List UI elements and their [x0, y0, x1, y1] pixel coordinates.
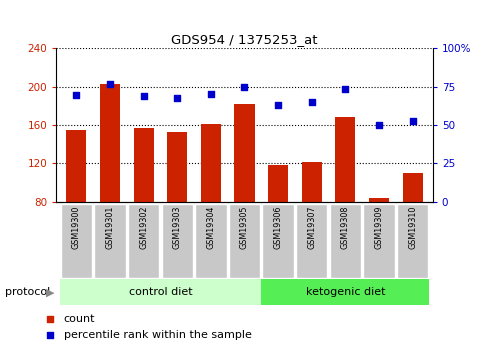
Bar [100, 84, 120, 202]
Bar [301, 161, 321, 202]
FancyBboxPatch shape [61, 204, 92, 278]
Text: GSM19310: GSM19310 [407, 206, 416, 249]
Bar [66, 130, 86, 202]
Text: count: count [64, 314, 95, 324]
Title: GDS954 / 1375253_at: GDS954 / 1375253_at [171, 33, 317, 46]
FancyBboxPatch shape [329, 204, 360, 278]
FancyBboxPatch shape [363, 204, 394, 278]
Text: GSM19307: GSM19307 [306, 206, 316, 249]
FancyBboxPatch shape [161, 204, 193, 278]
Text: GSM19301: GSM19301 [105, 206, 114, 249]
Bar [133, 128, 153, 202]
Bar [402, 173, 422, 202]
Text: GSM19303: GSM19303 [172, 206, 182, 249]
FancyBboxPatch shape [94, 204, 125, 278]
FancyBboxPatch shape [262, 204, 293, 278]
Point [173, 96, 181, 101]
Text: percentile rank within the sample: percentile rank within the sample [64, 330, 251, 339]
FancyBboxPatch shape [396, 204, 427, 278]
Point [274, 102, 282, 108]
FancyBboxPatch shape [128, 204, 159, 278]
FancyBboxPatch shape [60, 279, 261, 305]
Point [374, 122, 382, 128]
Point [140, 93, 147, 99]
FancyBboxPatch shape [295, 204, 327, 278]
Text: GSM19302: GSM19302 [139, 206, 148, 249]
Bar [201, 124, 221, 202]
Point [106, 82, 114, 87]
Bar [335, 117, 355, 202]
FancyBboxPatch shape [195, 204, 226, 278]
FancyBboxPatch shape [228, 204, 260, 278]
Text: protocol: protocol [5, 287, 50, 297]
Bar [267, 165, 287, 202]
Text: control diet: control diet [128, 287, 192, 297]
Point [341, 86, 348, 92]
Point [72, 92, 80, 98]
Text: GSM19309: GSM19309 [374, 206, 383, 249]
FancyBboxPatch shape [261, 279, 428, 305]
Text: GSM19304: GSM19304 [206, 206, 215, 249]
Point [408, 118, 416, 124]
Bar [368, 198, 388, 202]
Text: GSM19300: GSM19300 [72, 206, 81, 249]
Point [240, 85, 248, 90]
Text: ▶: ▶ [45, 287, 54, 297]
Text: GSM19305: GSM19305 [240, 206, 248, 249]
Point [307, 99, 315, 105]
Point [206, 91, 214, 96]
Point [270, 259, 278, 264]
Text: GSM19306: GSM19306 [273, 206, 282, 249]
Bar [167, 132, 187, 202]
Point [270, 118, 278, 123]
Text: GSM19308: GSM19308 [340, 206, 349, 249]
Text: ketogenic diet: ketogenic diet [305, 287, 385, 297]
Bar [234, 104, 254, 202]
